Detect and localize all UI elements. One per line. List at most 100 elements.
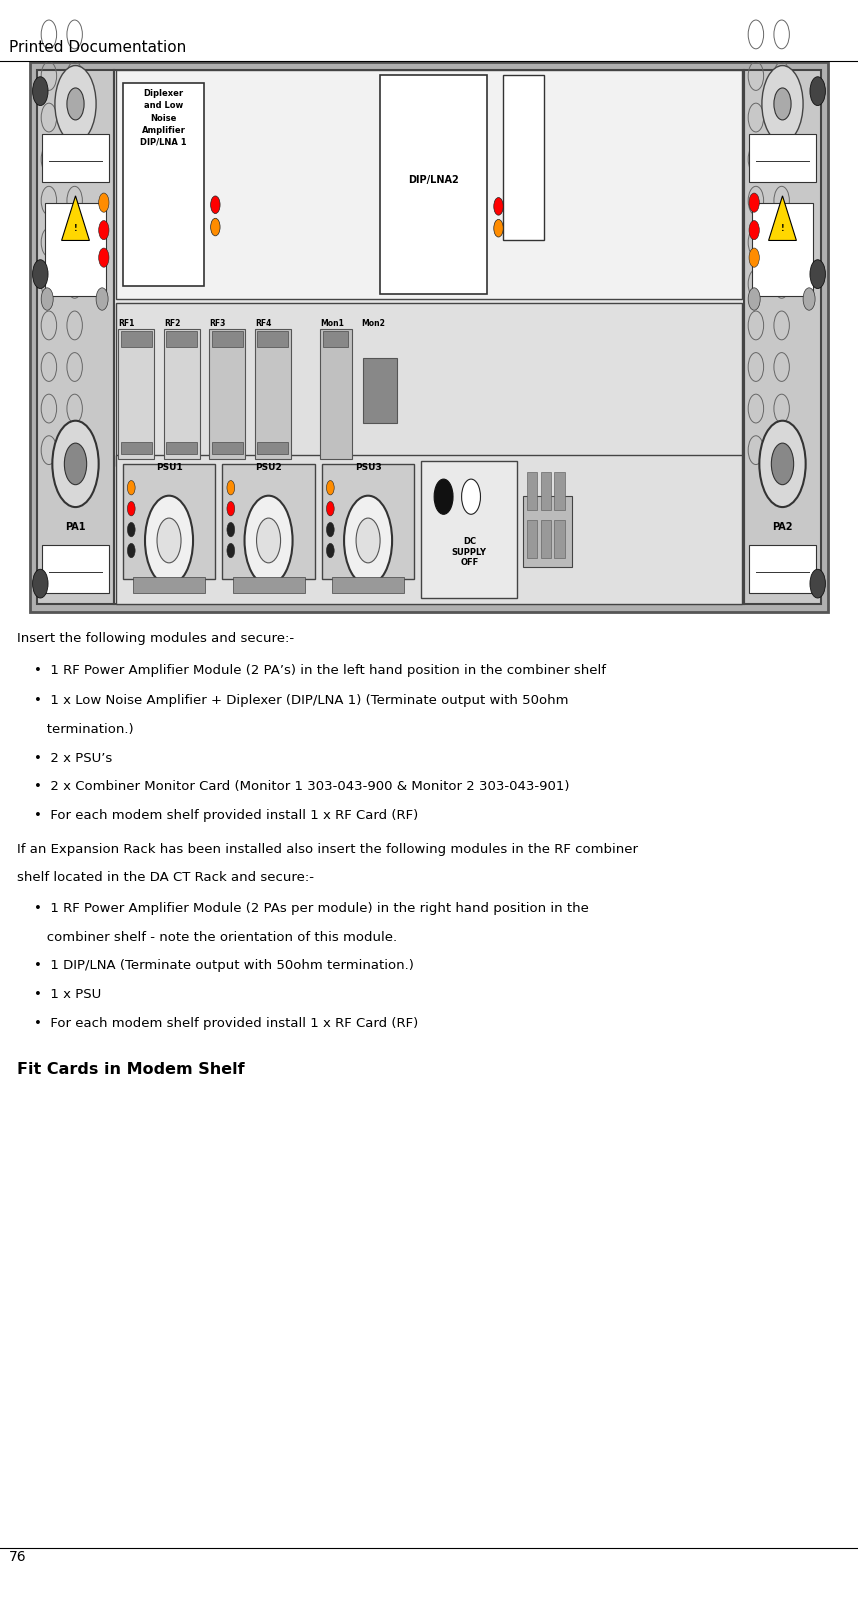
Text: 76: 76 — [9, 1549, 27, 1564]
Text: PA1: PA1 — [65, 523, 86, 532]
Bar — [209, 329, 245, 459]
Circle shape — [227, 523, 235, 537]
Bar — [257, 331, 288, 347]
Bar — [527, 520, 537, 558]
Text: •  2 x Combiner Monitor Card (Monitor 1 303-043-900 & Monitor 2 303-043-901): • 2 x Combiner Monitor Card (Monitor 1 3… — [34, 780, 570, 793]
Circle shape — [774, 88, 791, 120]
Circle shape — [748, 288, 760, 310]
Circle shape — [326, 502, 334, 516]
Bar — [749, 134, 816, 182]
Circle shape — [41, 288, 53, 310]
Bar — [121, 331, 152, 347]
Bar — [116, 454, 742, 604]
Circle shape — [128, 481, 136, 496]
Circle shape — [55, 66, 96, 142]
Text: •  For each modem shelf provided install 1 x RF Card (RF): • For each modem shelf provided install … — [34, 809, 419, 822]
Circle shape — [33, 77, 48, 106]
Text: RF2: RF2 — [164, 320, 180, 328]
Bar — [42, 545, 109, 593]
Text: shelf located in the DA CT Rack and secure:-: shelf located in the DA CT Rack and secu… — [17, 871, 314, 884]
Bar — [133, 577, 205, 593]
Bar — [222, 464, 315, 579]
Circle shape — [99, 248, 109, 267]
Circle shape — [64, 443, 87, 484]
Circle shape — [326, 523, 334, 537]
Text: If an Expansion Rack has been installed also insert the following modules in the: If an Expansion Rack has been installed … — [17, 843, 638, 855]
Circle shape — [96, 288, 108, 310]
Bar — [116, 70, 742, 299]
Text: combiner shelf - note the orientation of this module.: combiner shelf - note the orientation of… — [34, 931, 397, 943]
Circle shape — [257, 518, 281, 563]
Bar — [123, 83, 204, 286]
Bar — [332, 577, 404, 593]
Polygon shape — [62, 195, 89, 240]
Text: •  1 RF Power Amplifier Module (2 PA’s) in the left hand position in the combine: • 1 RF Power Amplifier Module (2 PA’s) i… — [34, 664, 607, 676]
Bar — [166, 441, 197, 454]
Circle shape — [211, 197, 220, 214]
Text: !: ! — [781, 224, 784, 233]
Bar — [37, 70, 114, 604]
Text: PSU1: PSU1 — [155, 462, 183, 472]
Circle shape — [33, 569, 48, 598]
Circle shape — [462, 480, 480, 515]
Circle shape — [211, 217, 220, 235]
Bar — [30, 62, 828, 612]
Text: Mon1: Mon1 — [320, 320, 344, 328]
Bar — [233, 577, 305, 593]
Bar — [523, 496, 572, 568]
Bar — [554, 472, 565, 510]
Circle shape — [128, 502, 136, 516]
Text: Printed Documentation: Printed Documentation — [9, 40, 186, 54]
Text: PSU2: PSU2 — [255, 462, 282, 472]
Bar — [166, 331, 197, 347]
Bar — [212, 441, 243, 454]
Bar — [257, 441, 288, 454]
Text: RF1: RF1 — [118, 320, 135, 328]
Text: •  1 x PSU: • 1 x PSU — [34, 988, 101, 1001]
Text: Fit Cards in Modem Shelf: Fit Cards in Modem Shelf — [17, 1062, 245, 1076]
Text: Mon2: Mon2 — [361, 320, 385, 328]
Bar — [749, 545, 816, 593]
Bar — [164, 329, 200, 459]
Circle shape — [99, 221, 109, 240]
Bar — [323, 331, 348, 347]
Circle shape — [128, 544, 136, 558]
Text: •  For each modem shelf provided install 1 x RF Card (RF): • For each modem shelf provided install … — [34, 1017, 419, 1030]
Circle shape — [810, 259, 825, 288]
Circle shape — [67, 88, 84, 120]
Text: RF3: RF3 — [209, 320, 226, 328]
Bar — [363, 358, 397, 422]
Circle shape — [326, 544, 334, 558]
Circle shape — [749, 221, 759, 240]
Circle shape — [128, 523, 136, 537]
Circle shape — [227, 481, 235, 496]
Circle shape — [157, 518, 181, 563]
Bar — [118, 329, 154, 459]
Bar — [554, 520, 565, 558]
Text: DC
SUPPLY
OFF: DC SUPPLY OFF — [452, 537, 486, 568]
Bar — [123, 464, 215, 579]
Text: PA2: PA2 — [772, 523, 793, 532]
Circle shape — [145, 496, 193, 585]
Circle shape — [749, 193, 759, 213]
Bar — [527, 472, 537, 510]
Text: •  1 DIP/LNA (Terminate output with 50ohm termination.): • 1 DIP/LNA (Terminate output with 50ohm… — [34, 959, 414, 972]
Text: RF4: RF4 — [255, 320, 271, 328]
Bar — [421, 461, 517, 598]
Bar — [212, 331, 243, 347]
Circle shape — [227, 544, 235, 558]
Text: !: ! — [74, 224, 77, 233]
Text: •  1 x Low Noise Amplifier + Diplexer (DIP/LNA 1) (Terminate output with 50ohm: • 1 x Low Noise Amplifier + Diplexer (DI… — [34, 694, 569, 707]
Circle shape — [356, 518, 380, 563]
Bar — [744, 70, 821, 604]
Text: Insert the following modules and secure:-: Insert the following modules and secure:… — [17, 632, 294, 644]
Bar — [541, 472, 551, 510]
Circle shape — [810, 569, 825, 598]
Polygon shape — [769, 195, 796, 240]
Circle shape — [227, 502, 235, 516]
Circle shape — [99, 193, 109, 213]
Bar — [255, 329, 291, 459]
Circle shape — [759, 421, 806, 507]
Circle shape — [52, 421, 99, 507]
Circle shape — [771, 443, 794, 484]
